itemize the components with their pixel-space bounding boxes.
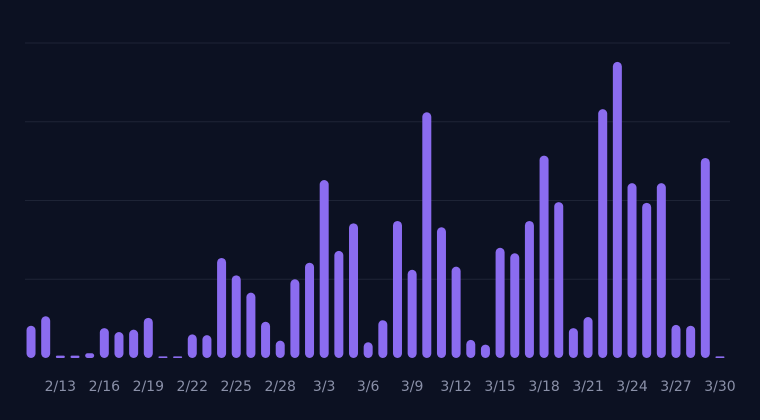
bar xyxy=(246,292,256,358)
x-tick-label: 3/30 xyxy=(704,379,735,395)
bar xyxy=(568,328,578,358)
bar xyxy=(85,353,95,358)
bar xyxy=(187,334,197,358)
x-tick-label: 2/22 xyxy=(177,379,208,395)
bar xyxy=(627,183,637,358)
bar xyxy=(319,180,329,358)
x-tick-label: 3/3 xyxy=(313,379,336,395)
bar xyxy=(363,342,373,358)
bar xyxy=(436,227,446,358)
bar xyxy=(539,155,549,358)
x-tick-label: 3/9 xyxy=(401,379,424,395)
bar xyxy=(305,262,315,358)
x-tick-label: 2/19 xyxy=(133,379,164,395)
bar xyxy=(349,223,359,358)
x-tick-label: 3/6 xyxy=(357,379,380,395)
bar xyxy=(26,325,36,358)
x-tick-label: 2/25 xyxy=(221,379,252,395)
x-tick-label: 3/18 xyxy=(528,379,559,395)
bar xyxy=(715,356,725,358)
x-tick-label: 2/16 xyxy=(89,379,121,395)
bar xyxy=(407,269,417,358)
x-tick-label: 3/27 xyxy=(660,379,691,395)
x-tick-label: 3/12 xyxy=(440,379,471,395)
x-tick-label: 3/24 xyxy=(616,379,648,395)
bar xyxy=(598,109,608,359)
bar xyxy=(422,112,432,358)
bar xyxy=(656,183,666,358)
bar xyxy=(158,356,168,358)
bar xyxy=(392,220,402,358)
bar xyxy=(466,339,476,358)
bar xyxy=(378,320,388,358)
bar xyxy=(510,253,520,358)
bar xyxy=(129,329,139,358)
x-tick-label: 2/28 xyxy=(264,379,295,395)
x-tick-label: 3/15 xyxy=(484,379,515,395)
bar xyxy=(524,220,534,358)
x-tick-label: 3/21 xyxy=(572,379,603,395)
bar xyxy=(480,344,490,358)
bar xyxy=(173,356,183,358)
bar xyxy=(202,335,212,358)
x-tick-label: 2/13 xyxy=(45,379,76,395)
bar xyxy=(217,257,227,358)
bar xyxy=(143,317,153,358)
bar xyxy=(41,316,51,358)
bar xyxy=(451,266,461,358)
bar xyxy=(275,340,285,358)
bar xyxy=(334,250,344,358)
bar xyxy=(554,202,564,358)
bar xyxy=(55,355,65,358)
bar xyxy=(290,279,300,358)
bar xyxy=(642,202,652,358)
bar xyxy=(700,157,710,358)
bar xyxy=(583,317,593,358)
bar xyxy=(99,328,109,358)
bar xyxy=(231,275,241,358)
bar xyxy=(114,332,124,358)
bar xyxy=(686,325,696,358)
bar xyxy=(612,61,622,359)
bar xyxy=(671,324,681,358)
bar xyxy=(495,247,505,358)
bar xyxy=(70,355,80,358)
bar xyxy=(261,321,271,358)
